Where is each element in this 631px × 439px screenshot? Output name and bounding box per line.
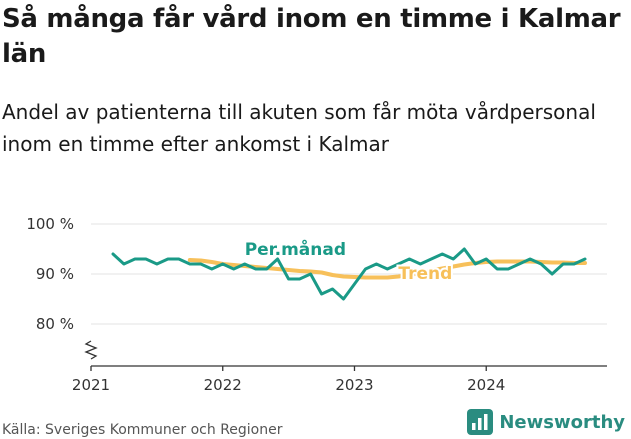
y-tick-label: 80 % [36,315,74,333]
axes: 80 % 90 % 100 % 2021 2022 2023 2024 [26,215,607,394]
trend-series-line [187,258,587,280]
brand: Newsworthy [467,409,625,435]
monthly-series-line [111,247,587,301]
trend-series-label: Trend [398,264,452,284]
chart-title: Så många får vård inom en timme i Kalmar… [2,4,621,69]
newsworthy-logo-icon [467,409,494,435]
x-tick-label: 2022 [204,376,242,394]
brand-name: Newsworthy [499,411,625,433]
line-chart: 80 % 90 % 100 % 2021 2022 2023 2024 Trend Per.m… [26,215,607,394]
chart-subtitle: Andel av patienterna till akuten som får… [2,100,596,156]
grid-lines [91,223,607,325]
series-lines [111,247,587,301]
series-labels: Trend Per.månad [243,236,455,286]
x-tick-label: 2021 [72,376,110,394]
x-tick-label: 2024 [467,376,505,394]
y-tick-label: 100 % [26,215,74,233]
source-note: Källa: Sveriges Kommuner och Regioner [2,422,283,438]
monthly-series-label: Per.månad [245,238,346,260]
y-tick-label: 90 % [36,265,74,283]
y-axis-break-icon [84,340,98,360]
x-tick-label: 2023 [335,376,373,394]
